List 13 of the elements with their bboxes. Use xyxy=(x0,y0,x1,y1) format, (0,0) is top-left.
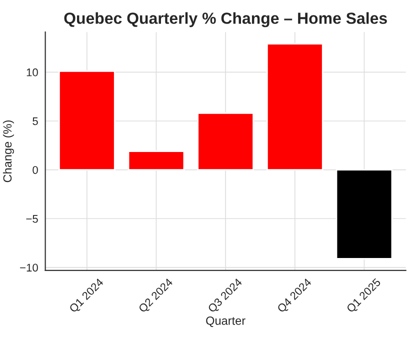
y-tick-label: 0 xyxy=(32,166,38,174)
bar xyxy=(266,43,324,171)
y-tick-label: 5 xyxy=(32,117,38,126)
bar xyxy=(128,150,185,171)
bar xyxy=(58,70,116,171)
y-tick-label: −5 xyxy=(26,215,38,223)
x-axis-title: Quarter xyxy=(206,316,246,327)
bar xyxy=(336,169,393,260)
y-axis-title: Change (%) xyxy=(2,120,14,182)
y-tick-label: −10 xyxy=(20,264,38,272)
bar xyxy=(197,112,254,171)
y-tick-label: 10 xyxy=(26,68,38,76)
chart-title: Quebec Quarterly % Change – Home Sales xyxy=(64,12,387,28)
